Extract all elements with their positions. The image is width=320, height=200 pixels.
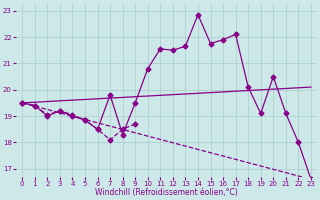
X-axis label: Windchill (Refroidissement éolien,°C): Windchill (Refroidissement éolien,°C) xyxy=(95,188,238,197)
